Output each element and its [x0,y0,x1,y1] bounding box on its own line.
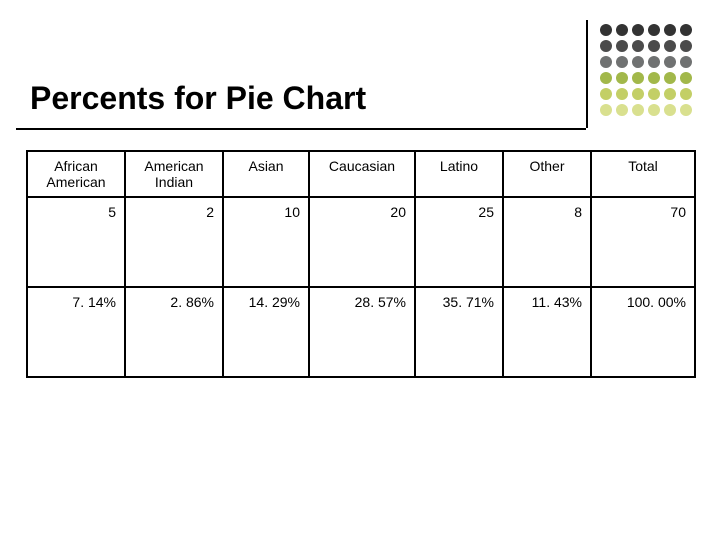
decor-dot [664,56,676,68]
decor-dot [600,40,612,52]
table-cell: 7. 14% [27,287,125,377]
decor-dot [648,88,660,100]
col-header: African American [27,151,125,197]
decor-dot [632,104,644,116]
decor-dot [600,56,612,68]
decor-dot [616,56,628,68]
decor-dot [648,104,660,116]
decor-dot [648,72,660,84]
table-cell: 10 [223,197,309,287]
decor-dot [648,24,660,36]
col-header: Total [591,151,695,197]
col-header: Caucasian [309,151,415,197]
decor-dot [680,72,692,84]
decor-dot [664,104,676,116]
decor-dot [632,24,644,36]
decor-dot [680,88,692,100]
col-header: Other [503,151,591,197]
decor-dot [680,104,692,116]
percents-table: African American American Indian Asian C… [26,150,696,378]
table-row: 5 2 10 20 25 8 70 [27,197,695,287]
table-cell: 20 [309,197,415,287]
table-cell: 8 [503,197,591,287]
decor-dot [616,24,628,36]
decor-dot [600,24,612,36]
table-cell: 11. 43% [503,287,591,377]
table-row: 7. 14% 2. 86% 14. 29% 28. 57% 35. 71% 11… [27,287,695,377]
decor-dot [664,40,676,52]
decor-dot [632,40,644,52]
decor-dot [616,72,628,84]
decor-dot [616,40,628,52]
table-cell: 28. 57% [309,287,415,377]
decor-dot [600,72,612,84]
decor-dot [632,56,644,68]
col-header: Latino [415,151,503,197]
col-header: Asian [223,151,309,197]
table-cell: 5 [27,197,125,287]
decor-dot [648,56,660,68]
table-cell: 2 [125,197,223,287]
decor-dot [664,88,676,100]
title-vertical-rule [586,20,588,128]
decor-dot [680,40,692,52]
decor-dot [680,24,692,36]
col-header: American Indian [125,151,223,197]
table-header-row: African American American Indian Asian C… [27,151,695,197]
decor-dot [616,88,628,100]
table-cell: 2. 86% [125,287,223,377]
decor-dot [632,72,644,84]
table-cell: 14. 29% [223,287,309,377]
table-cell: 35. 71% [415,287,503,377]
decor-dot [664,72,676,84]
page-title: Percents for Pie Chart [30,80,366,117]
table-cell: 25 [415,197,503,287]
decor-dot [680,56,692,68]
table-cell: 100. 00% [591,287,695,377]
decor-dot-grid [600,24,694,118]
title-underline [16,128,586,130]
table-cell: 70 [591,197,695,287]
decor-dot [632,88,644,100]
decor-dot [600,104,612,116]
decor-dot [648,40,660,52]
decor-dot [600,88,612,100]
decor-dot [616,104,628,116]
decor-dot [664,24,676,36]
